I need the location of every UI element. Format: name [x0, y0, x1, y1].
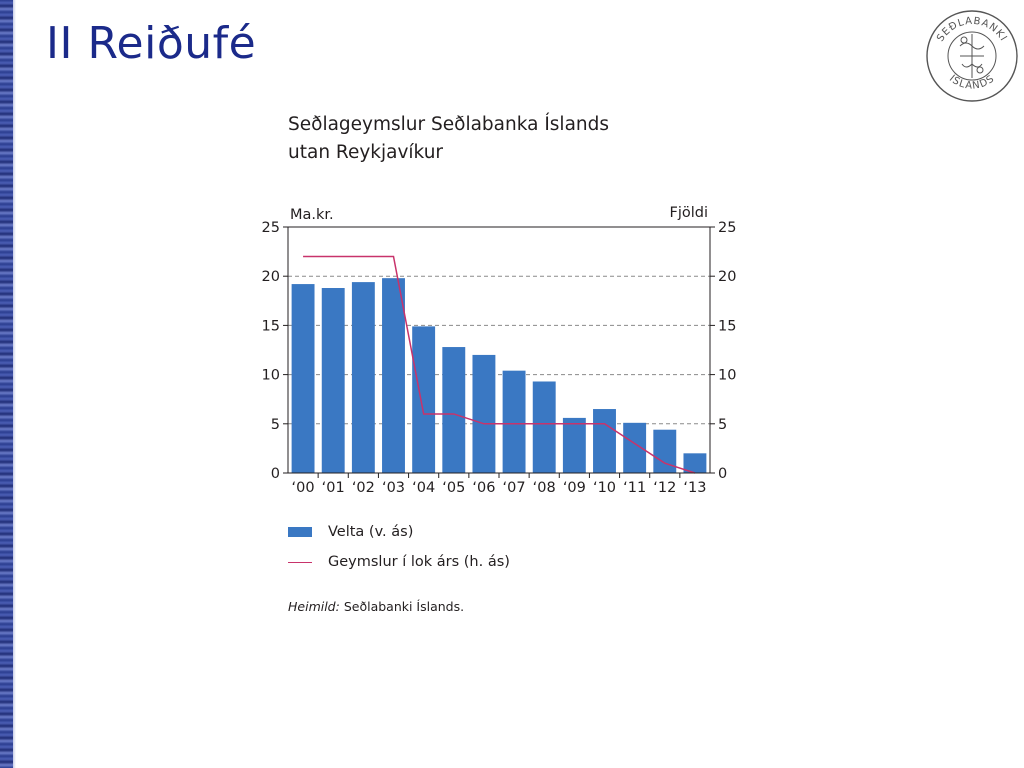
- bar-13: [683, 453, 707, 473]
- y-left-tick-label: 20: [262, 269, 280, 285]
- chart-title-line-1: Seðlageymslur Seðlabanka Íslands: [288, 114, 610, 135]
- x-tick-label: ‘05: [442, 480, 465, 496]
- bar-06: [472, 354, 496, 473]
- bar-04: [412, 326, 436, 473]
- left-decorative-stripe: [0, 0, 16, 768]
- legend-label-bars: Velta (v. ás): [328, 524, 414, 540]
- bar-03: [382, 278, 405, 473]
- y-right-tick-label: 10: [718, 368, 736, 384]
- source-text: Seðlabanki Íslands.: [339, 599, 465, 614]
- x-tick-label: ‘00: [292, 480, 315, 496]
- x-tick-label: ‘06: [472, 480, 495, 496]
- plot-frame: [287, 226, 711, 474]
- y-left-tick-label: 5: [271, 417, 280, 433]
- y-left-tick-label: 15: [262, 318, 280, 334]
- legend-item-line: Geymslur í lok árs (h. ás): [288, 554, 510, 570]
- y-right-tick-label: 20: [718, 269, 736, 285]
- bar-01: [321, 288, 345, 473]
- chart-title-line-2: utan Reykjavíkur: [288, 142, 444, 163]
- source-label: Heimild:: [288, 599, 340, 614]
- y-left-tick-label: 0: [271, 466, 280, 482]
- bar-05: [442, 347, 466, 473]
- x-tick-label: ‘10: [593, 480, 616, 496]
- x-tick-label: ‘03: [382, 480, 405, 496]
- chart-title: Seðlageymslur Seðlabanka Íslands utan Re…: [288, 111, 609, 167]
- y-right-tick-label: 0: [718, 466, 727, 482]
- bar-08: [532, 381, 556, 473]
- y-right-tick-label: 5: [718, 417, 727, 433]
- chart-source: Heimild: Seðlabanki Íslands.: [288, 599, 464, 614]
- left-axis-label: Ma.kr.: [290, 207, 334, 223]
- x-tick-label: ‘11: [623, 480, 646, 496]
- slide-title: II Reiðufé: [46, 18, 257, 69]
- bar-00: [291, 284, 315, 473]
- x-tick-label: ‘13: [683, 480, 706, 496]
- legend-label-line: Geymslur í lok árs (h. ás): [328, 554, 510, 570]
- y-left-tick-label: 10: [262, 368, 280, 384]
- central-bank-logo: SEÐLABANKI ÍSLANDS: [926, 10, 1018, 102]
- x-tick-label: ‘07: [503, 480, 526, 496]
- y-left-tick-label: 25: [262, 220, 280, 236]
- legend-swatch-line: [288, 561, 312, 563]
- y-right-tick-label: 25: [718, 220, 736, 236]
- bar-07: [502, 370, 526, 473]
- x-tick-label: ‘04: [412, 480, 435, 496]
- legend-item-bars: Velta (v. ás): [288, 524, 413, 540]
- y-right-tick-label: 15: [718, 318, 736, 334]
- line-series-storage-count: [303, 255, 696, 474]
- right-axis-label: Fjöldi: [669, 205, 708, 221]
- x-tick-label: ‘02: [352, 480, 375, 496]
- bar-11: [623, 422, 647, 473]
- bar-02: [351, 282, 375, 473]
- bar-10: [593, 409, 616, 473]
- legend-swatch-bars: [288, 527, 312, 537]
- x-tick-label: ‘12: [653, 480, 676, 496]
- bar-09: [562, 417, 586, 473]
- x-tick-label: ‘09: [563, 480, 586, 496]
- x-tick-label: ‘01: [322, 480, 345, 496]
- x-tick-label: ‘08: [533, 480, 556, 496]
- bar-12: [653, 429, 677, 473]
